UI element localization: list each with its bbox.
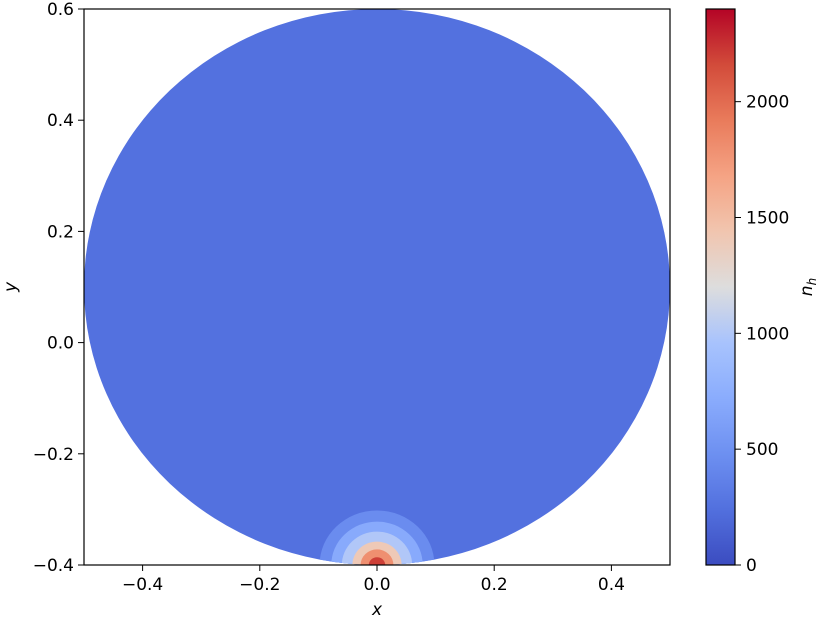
y-tick-label: −0.4 (33, 556, 74, 576)
y-tick-label: 0.0 (47, 334, 74, 354)
x-tick-label: −0.4 (122, 575, 163, 595)
colorbar-label: nh (797, 278, 819, 296)
y-tick-label: 0.4 (47, 111, 74, 131)
domain-disc (84, 9, 670, 565)
x-tick-label: 0.4 (598, 575, 625, 595)
colorbar-tick-label: 1500 (746, 209, 789, 229)
colorbar: 0 500 1000 1500 2000 nh (705, 8, 819, 576)
colorbar-tick-label: 1000 (746, 324, 789, 344)
x-tick-label: 0.2 (481, 575, 508, 595)
y-tick-label: 0.2 (47, 222, 74, 242)
y-tick-label: 0.6 (47, 0, 74, 20)
plot-clip-group (84, 9, 670, 565)
colorbar-gradient (706, 9, 735, 565)
colorbar-frame (705, 8, 736, 566)
x-tick-label: 0.0 (363, 575, 390, 595)
contour-level-2 (341, 531, 413, 565)
y-axis-label: y (1, 281, 21, 293)
contour-level-5 (368, 557, 386, 565)
plot-area: −0.4 −0.2 0.0 0.2 0.4 −0.4 −0.2 0.0 0.2 0.4 0.6 x y (1, 0, 671, 620)
colorbar-tick-label: 2000 (746, 93, 789, 113)
colorbar-tick-label: 500 (746, 440, 778, 460)
contour-level-3 (352, 541, 402, 565)
x-tick-label: −0.2 (239, 575, 280, 595)
x-axis-label: x (371, 600, 383, 620)
y-tick-label: −0.2 (33, 445, 74, 465)
contour-level-4 (360, 549, 394, 565)
colorbar-tick-label: 0 (746, 556, 757, 576)
